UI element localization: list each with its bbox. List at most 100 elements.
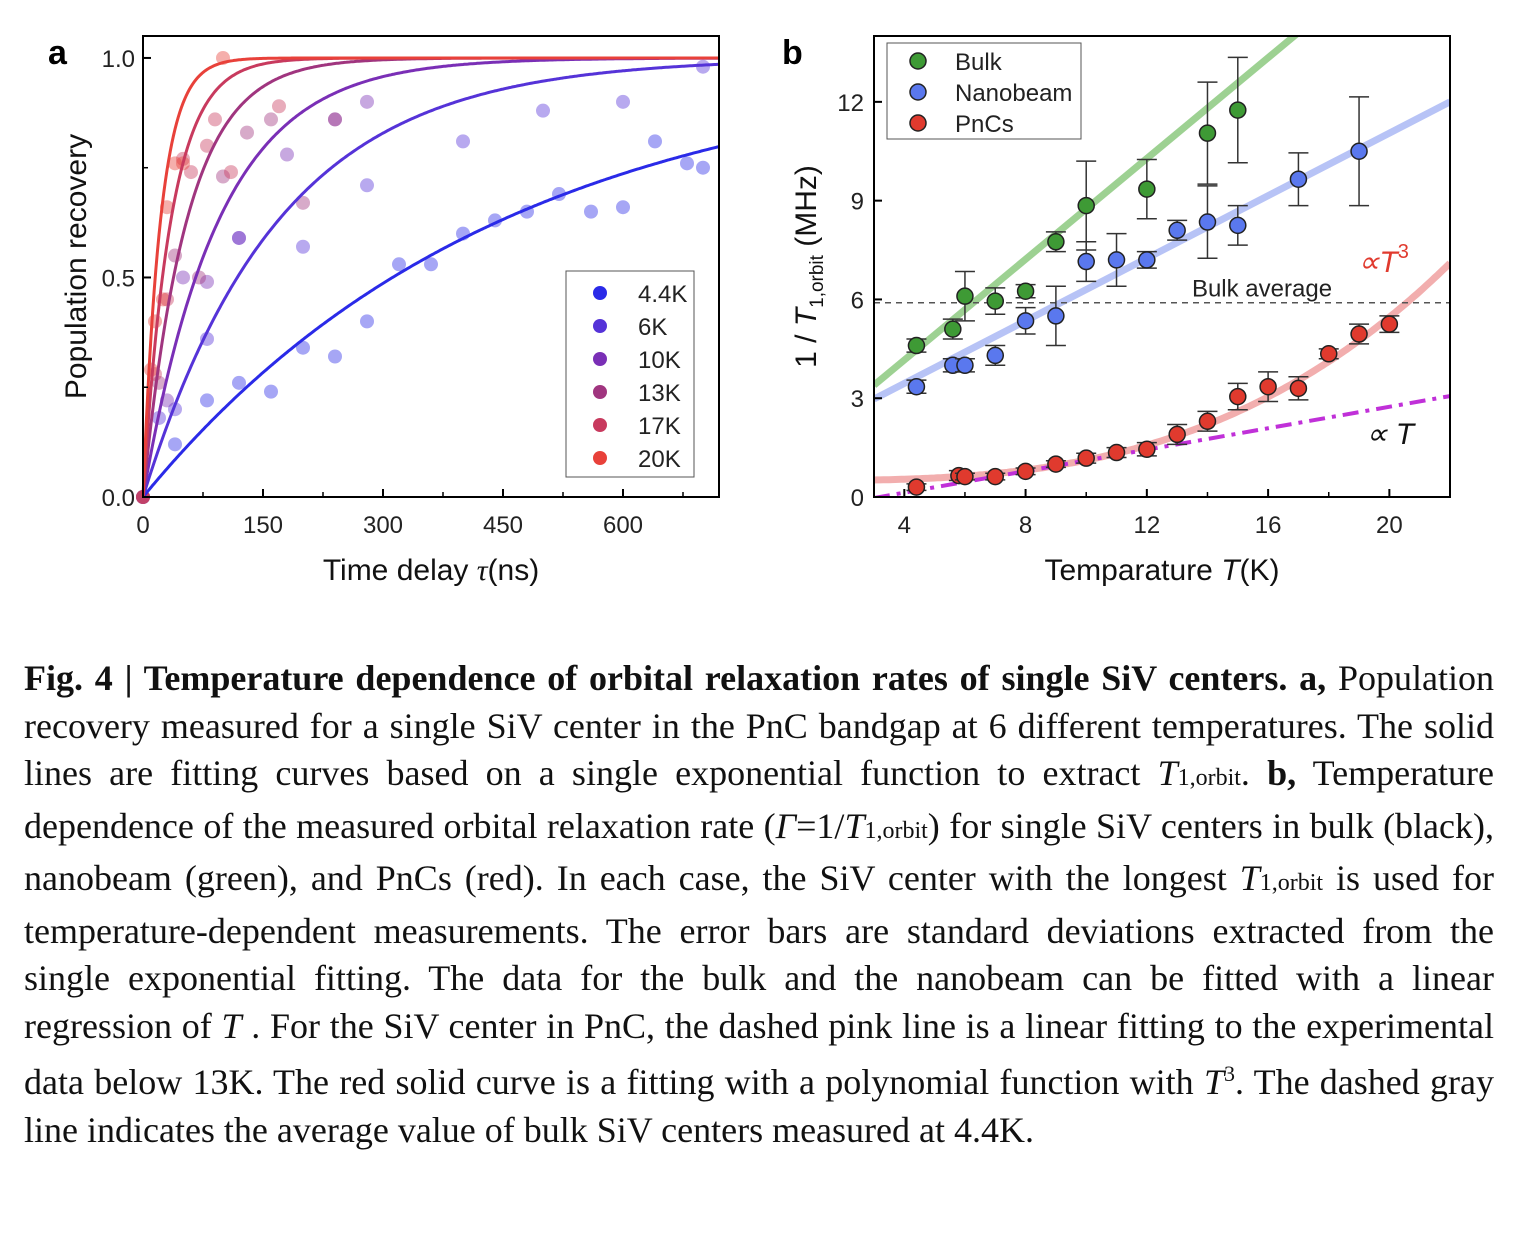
- data-point-Bulk: [1047, 233, 1065, 251]
- legend-marker-4.4K: [593, 286, 607, 300]
- y-tick-label: 12: [837, 90, 864, 117]
- y-tick-label: 3: [851, 386, 864, 413]
- data-point-13K: [328, 112, 342, 127]
- caption-t1-sub-2: 1,orbit: [864, 817, 928, 844]
- data-point-PnCs: [1016, 462, 1035, 481]
- data-point-4.4K: [296, 340, 310, 355]
- data-point-13K: [264, 112, 278, 127]
- caption-part-b2: ) for single SiV centers in bulk (black)…: [24, 805, 1495, 899]
- panel-a-chart: 0 150 300 450 600 0.0 0.5 1.0 Time delay τ(ns) Po…: [60, 35, 720, 587]
- legend-box: [565, 270, 695, 478]
- x-tick-label: 600: [603, 512, 643, 539]
- data-point-Nanobeam: [1289, 170, 1308, 188]
- data-point-Bulk: [1198, 124, 1217, 142]
- data-point-6K: [360, 178, 374, 193]
- data-point-Bulk: [986, 292, 1005, 310]
- data-point-Nanobeam: [956, 356, 974, 375]
- data-point-Bulk: [1138, 180, 1156, 198]
- caption-part-a: Population recovery measured for a singl…: [24, 658, 1494, 793]
- x-tick-label: 300: [363, 512, 403, 539]
- y-axis-title-symbol: T: [790, 305, 823, 326]
- x-tick-label: 0: [136, 512, 149, 539]
- data-point-17K: [224, 165, 238, 180]
- y-tick-label: 0.5: [102, 265, 135, 292]
- y-tick-label: 0.0: [102, 485, 135, 512]
- data-point-6K: [536, 103, 550, 118]
- caption-b-label: b,: [1267, 753, 1297, 793]
- data-point-Bulk: [1077, 196, 1095, 215]
- caption-t-symbol-2: T: [1203, 1062, 1224, 1102]
- y-axis-title: Population recovery: [60, 134, 93, 399]
- annotation-t: ∝ T: [1366, 418, 1417, 451]
- fit-curve-20K: [141, 56, 719, 498]
- x-axis-title-unit: (ns): [488, 554, 540, 587]
- annotation-t3-exp: 3: [1398, 241, 1409, 263]
- fit-curve-6K: [141, 62, 720, 498]
- data-point-PnCs: [1168, 425, 1186, 444]
- y-axis-title-suffix: (MHz): [790, 165, 823, 255]
- x-axis-title-symbol: τ: [477, 554, 489, 587]
- x-tick-label: 20: [1376, 512, 1403, 539]
- y-tick-label: 9: [851, 189, 864, 216]
- x-tick-label: 16: [1255, 512, 1282, 539]
- data-point-17K: [272, 99, 286, 114]
- data-point-PnCs: [986, 467, 1005, 486]
- legend-label-10K: 10K: [638, 347, 681, 374]
- legend-label-20K: 20K: [638, 446, 681, 473]
- data-point-Nanobeam: [1107, 251, 1126, 269]
- legend-marker-6K: [593, 319, 607, 333]
- data-point-PnCs: [1107, 443, 1126, 462]
- data-point-20K: [168, 156, 182, 171]
- data-point-20K: [148, 314, 162, 329]
- legend-label-6K: 6K: [638, 314, 667, 341]
- data-point-17K: [184, 165, 198, 180]
- legend-marker-Nanobeam: [909, 83, 927, 101]
- data-point-4.4K: [696, 160, 710, 175]
- caption-part-b1: Temperature dependence of the measured o…: [24, 753, 1495, 846]
- x-axis-title: Time delay τ(ns): [323, 554, 539, 587]
- legend-label-13K: 13K: [638, 380, 681, 407]
- data-point-PnCs: [1319, 345, 1338, 363]
- data-point-Nanobeam: [1047, 307, 1065, 325]
- data-point-6K: [616, 94, 630, 109]
- caption-t1-symbol-2: T: [844, 805, 865, 846]
- data-point-4.4K: [584, 204, 598, 219]
- bulk-average-label: Bulk average: [1192, 276, 1332, 303]
- data-point-PnCs: [1047, 455, 1065, 473]
- legend-label-17K: 17K: [638, 413, 681, 440]
- legend-label-PnCs: PnCs: [955, 111, 1014, 138]
- y-tick-label: 6: [851, 287, 864, 314]
- data-point-4.4K: [616, 200, 630, 215]
- data-point-6K: [456, 134, 470, 149]
- data-point-PnCs: [1229, 387, 1247, 406]
- data-point-10K: [200, 274, 214, 289]
- data-point-10K: [232, 230, 246, 245]
- data-point-PnCs: [1077, 449, 1095, 467]
- x-axis-title: Temparature T(K): [1044, 554, 1279, 587]
- data-point-Nanobeam: [1168, 221, 1186, 240]
- caption-fig-label: Fig. 4 | Temperature dependence of orbit…: [24, 658, 1327, 698]
- data-point-4.4K: [200, 393, 214, 408]
- data-point-13K: [240, 125, 254, 140]
- data-point-PnCs: [907, 478, 926, 496]
- caption-t3-exp: 3: [1223, 1061, 1235, 1086]
- figure: a 0 150 300 450 600 0.0 0.5 1.0 Time delay τ(ns)…: [48, 34, 1451, 587]
- data-point-Nanobeam: [1016, 312, 1035, 330]
- x-tick-label: 150: [243, 512, 283, 539]
- legend-marker-13K: [593, 385, 607, 399]
- data-point-4.4K: [328, 349, 342, 364]
- panel-a-letter: a: [48, 34, 68, 72]
- data-point-4.4K: [392, 257, 406, 272]
- legend-marker-20K: [593, 451, 607, 465]
- annotation-t3: ∝T3: [1358, 241, 1409, 279]
- data-point-13K: [296, 195, 310, 210]
- data-point-Bulk: [1229, 101, 1247, 119]
- caption-t1-sub: 1,orbit: [1177, 765, 1241, 791]
- x-axis-title-text: Temparature: [1044, 554, 1221, 587]
- legend-label-Bulk: Bulk: [955, 49, 1003, 76]
- data-point-PnCs: [1289, 379, 1308, 398]
- data-point-4.4K: [264, 384, 278, 399]
- panel-b-letter: b: [782, 34, 803, 72]
- data-point-Nanobeam: [1350, 142, 1368, 160]
